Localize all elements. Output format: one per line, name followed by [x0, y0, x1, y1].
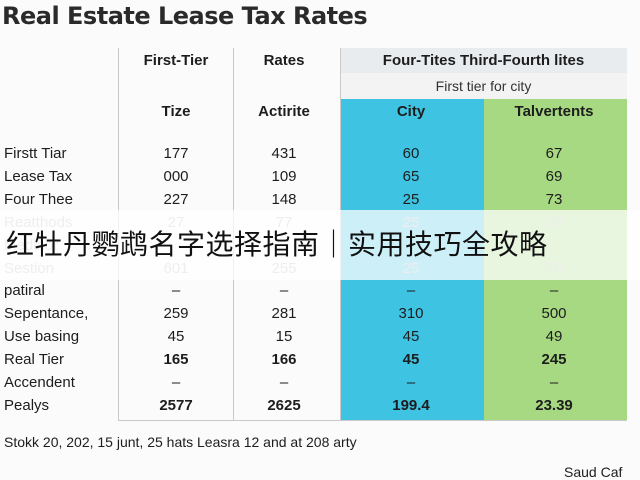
- column-header-rates: Rates: [263, 52, 305, 69]
- table-cell: 259: [163, 305, 189, 323]
- caption-overlay-band: [0, 210, 640, 280]
- overlay-caption: 红牡丹鹦鹉名字选择指南｜实用技巧全攻略: [6, 228, 548, 261]
- table-cell: 2625: [267, 396, 301, 414]
- sub-header: First tier for city: [435, 78, 532, 94]
- table-cell: 109: [271, 167, 297, 185]
- table-cell: –: [406, 374, 416, 391]
- column-header-city: City: [396, 103, 426, 120]
- column-header-talvertents: Talvertents: [514, 103, 594, 120]
- table-cell: 431: [271, 145, 297, 162]
- table-cell: 23.39: [535, 396, 573, 414]
- row-label: Accendent: [4, 374, 75, 391]
- row-label: Firstt Tiar: [4, 145, 67, 162]
- table-cell: 310: [398, 305, 424, 323]
- table-cell: 165: [163, 351, 189, 369]
- table-cell: 245: [541, 351, 567, 369]
- table-cell: 25: [402, 190, 420, 208]
- row-label: patiral: [4, 282, 45, 300]
- table-cell: 281: [271, 305, 297, 323]
- table-cell: 45: [167, 328, 185, 346]
- column-header-first-tier: First-Tier: [143, 52, 209, 69]
- table-cell: –: [549, 282, 559, 300]
- footnote: Stokk 20, 202, 15 junt, 25 hats Leasra 1…: [4, 434, 357, 450]
- table-cell: 67: [545, 145, 563, 162]
- column-header-actirite: Actirite: [258, 103, 310, 120]
- row-label: Pealys: [4, 396, 50, 414]
- table-cell: 60: [402, 145, 420, 162]
- source-credit: Saud Caf: [564, 464, 623, 480]
- table-cell: –: [549, 374, 559, 391]
- row-label: Four Thee: [4, 190, 73, 208]
- group-header: Four-Tites Third-Fourth lites: [382, 52, 585, 69]
- table-cell: 199.4: [392, 396, 430, 414]
- row-label: Sepentance,: [4, 305, 89, 323]
- sub-header-background: [340, 73, 627, 99]
- row-label: Lease Tax: [4, 167, 73, 185]
- row-label: Use basing: [4, 328, 80, 346]
- page-title: Real Estate Lease Tax Rates: [2, 2, 368, 30]
- column-header-tize: Tize: [161, 103, 191, 120]
- table-cell: 227: [163, 190, 189, 208]
- table-cell: –: [171, 282, 181, 300]
- table-cell: –: [279, 374, 289, 391]
- table-cell: 49: [545, 328, 563, 346]
- table-cell: 73: [545, 190, 563, 208]
- table-bottom-rule: [118, 420, 627, 421]
- row-label: Real Tier: [4, 351, 65, 369]
- table-cell: 500: [541, 305, 567, 323]
- table-cell: 000: [163, 167, 189, 185]
- table-cell: 65: [402, 167, 420, 185]
- table-cell: –: [406, 282, 416, 300]
- group-header-background: [340, 48, 627, 73]
- table-cell: 69: [545, 167, 563, 185]
- table-cell: 45: [402, 351, 420, 369]
- table-cell: 2577: [159, 396, 193, 414]
- table-cell: 148: [271, 190, 297, 208]
- table-cell: 166: [271, 351, 297, 369]
- table-cell: 177: [163, 145, 189, 162]
- table-cell: 45: [402, 328, 420, 346]
- table-cell: –: [171, 374, 181, 391]
- table-cell: –: [279, 282, 289, 300]
- table-cell: 15: [275, 328, 293, 346]
